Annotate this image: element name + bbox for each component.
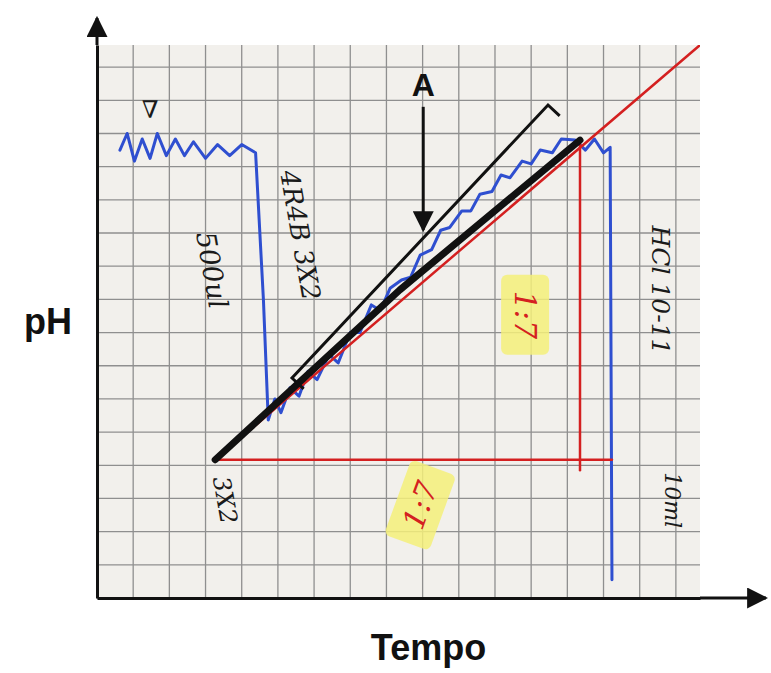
- grid: [97, 45, 700, 598]
- y-axis-title: pH: [24, 301, 72, 342]
- series-line: [120, 133, 612, 579]
- chart: pH Tempo A 4R4B 3X2 500ul 3X2 HCl 10-11 10ml 1:7…: [0, 0, 771, 673]
- grid-line-x: [96, 45, 97, 598]
- grid-line-x: [494, 45, 495, 598]
- grid-line-y: [97, 597, 700, 598]
- grid-line-x: [350, 45, 351, 598]
- grid-line-y: [97, 100, 700, 101]
- handwritten-note: 10ml: [660, 472, 685, 528]
- grid-line-y: [97, 431, 700, 432]
- handwritten-note: 1:7: [396, 476, 446, 534]
- grid-line-x: [567, 45, 568, 598]
- panel-pointer-label: A: [412, 67, 435, 103]
- grid-line-y: [97, 365, 700, 366]
- grid-line-y: [97, 398, 700, 399]
- highlight: [501, 275, 549, 355]
- y-axis-line: [96, 46, 99, 599]
- annotations: A 4R4B 3X2 500ul 3X2 HCl 10-11 10ml 1:7 1:7 ∇: [142, 67, 685, 534]
- grid-line-y: [97, 564, 700, 565]
- handwritten-note: 1:7: [508, 291, 543, 340]
- bracket: [292, 105, 560, 389]
- x-axis-arrow: [700, 597, 766, 600]
- handwritten-note: HCl 10-11: [646, 225, 675, 355]
- x-axis-title: Tempo: [371, 627, 486, 668]
- grid-line-y: [97, 465, 700, 466]
- y-axis: [97, 46, 99, 599]
- y-axis-arrow: [96, 18, 99, 45]
- x-axis: [98, 598, 701, 600]
- bracket-line: [292, 105, 560, 389]
- grid-line-x: [169, 45, 170, 598]
- grid-line-x: [386, 45, 387, 598]
- handwritten-note: 3X2: [207, 474, 243, 526]
- handwritten-note: 4R4B 3X2: [274, 167, 327, 303]
- series-line: [215, 140, 580, 460]
- grid-line-y: [97, 66, 700, 67]
- grid-line-x: [205, 45, 206, 598]
- handwritten-note: 500ul: [190, 229, 234, 311]
- highlight: [384, 459, 456, 551]
- series-line: [215, 45, 700, 460]
- grid-line-x: [277, 45, 278, 598]
- grid-line-x: [313, 45, 314, 598]
- highlights: [384, 275, 549, 551]
- grid-line-y: [97, 133, 700, 134]
- pointer-arrow: [422, 107, 425, 230]
- grid-line-x: [458, 45, 459, 598]
- plot-area: [120, 45, 700, 580]
- grid-line-x: [133, 45, 134, 598]
- series-line: [215, 459, 612, 462]
- x-axis-line: [98, 597, 701, 600]
- grid-line-x: [639, 45, 640, 598]
- handwritten-note: ∇: [142, 96, 159, 124]
- series-line: [579, 140, 582, 470]
- plot-background: [97, 45, 700, 598]
